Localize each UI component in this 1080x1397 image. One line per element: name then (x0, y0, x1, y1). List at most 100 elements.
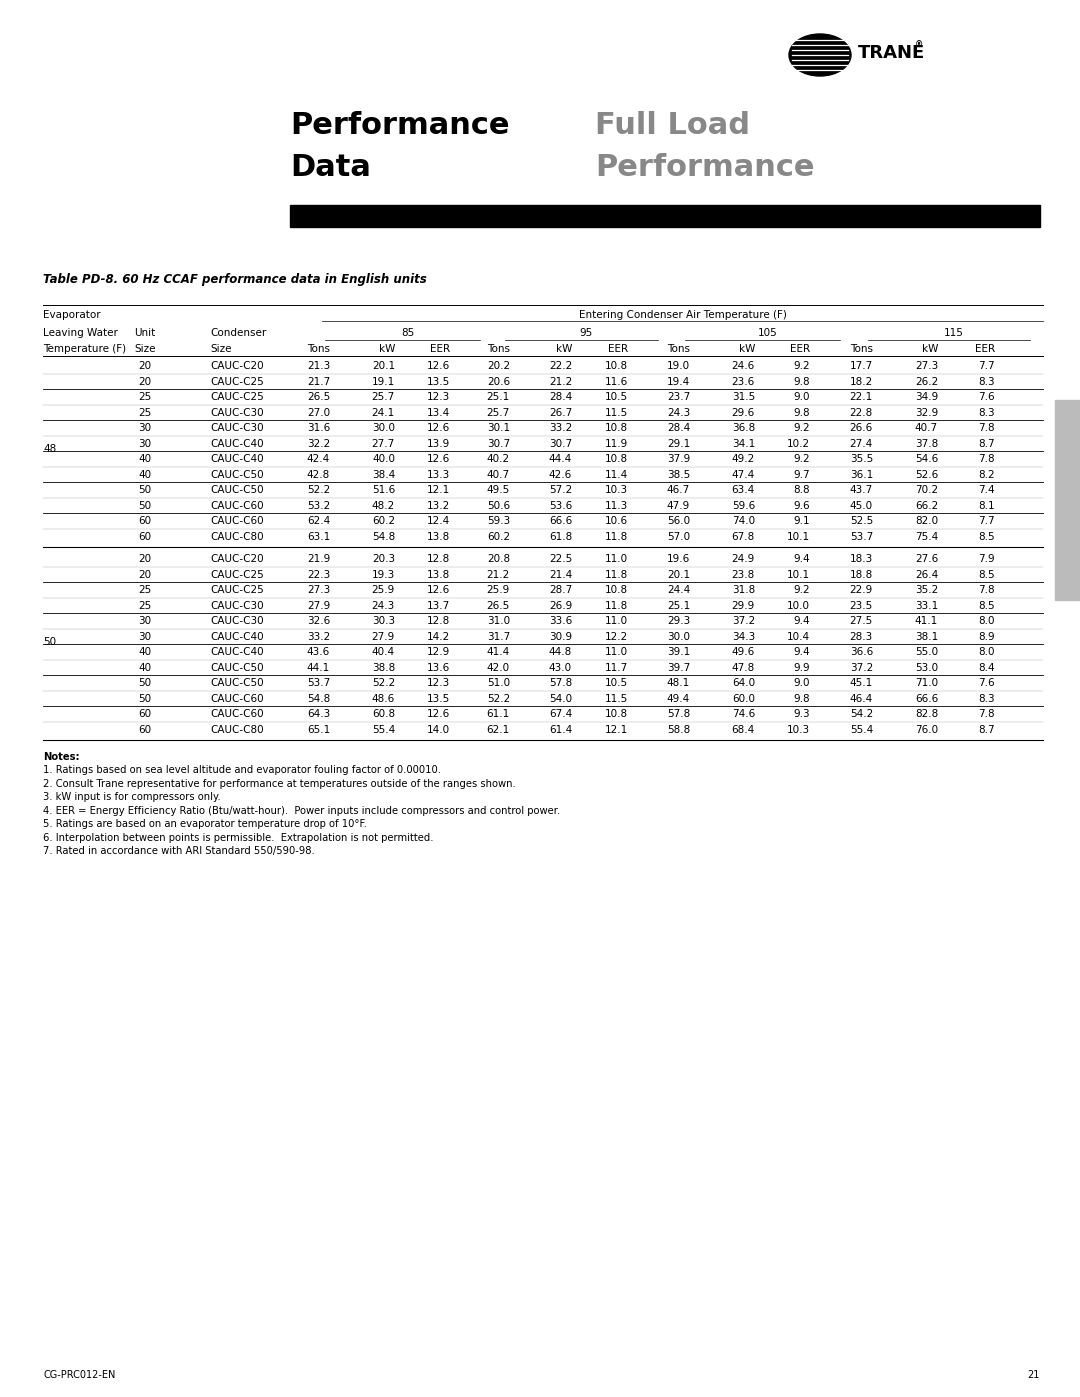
Text: 27.9: 27.9 (307, 601, 330, 610)
Text: CAUC-C40: CAUC-C40 (210, 631, 264, 641)
Text: 61.4: 61.4 (549, 725, 572, 735)
Text: 9.2: 9.2 (794, 454, 810, 464)
Text: 26.6: 26.6 (850, 423, 873, 433)
Text: 67.8: 67.8 (732, 532, 755, 542)
Text: 31.7: 31.7 (487, 631, 510, 641)
Text: 8.1: 8.1 (978, 500, 995, 510)
Text: 39.7: 39.7 (666, 662, 690, 672)
Text: CAUC-C50: CAUC-C50 (210, 469, 264, 479)
Text: 53.7: 53.7 (307, 678, 330, 689)
Text: 40.7: 40.7 (487, 469, 510, 479)
Text: 49.2: 49.2 (732, 454, 755, 464)
Text: 53.6: 53.6 (549, 500, 572, 510)
Ellipse shape (789, 34, 851, 75)
Text: 31.6: 31.6 (307, 423, 330, 433)
Text: 41.4: 41.4 (487, 647, 510, 657)
Text: 43.7: 43.7 (850, 485, 873, 495)
Text: Tons: Tons (487, 344, 510, 353)
Text: 21.9: 21.9 (307, 555, 330, 564)
Text: 13.9: 13.9 (427, 439, 450, 448)
Text: 46.4: 46.4 (850, 693, 873, 704)
Text: 11.8: 11.8 (605, 532, 627, 542)
Text: 54.8: 54.8 (372, 532, 395, 542)
Text: 60: 60 (138, 515, 151, 527)
Text: 13.7: 13.7 (427, 601, 450, 610)
Text: 20: 20 (138, 555, 151, 564)
Text: 11.5: 11.5 (605, 693, 627, 704)
Text: 10.8: 10.8 (605, 710, 627, 719)
Text: 10.4: 10.4 (787, 631, 810, 641)
Text: CAUC-C25: CAUC-C25 (210, 585, 264, 595)
Text: 9.2: 9.2 (794, 423, 810, 433)
Text: 12.1: 12.1 (605, 725, 627, 735)
Text: 20.3: 20.3 (372, 555, 395, 564)
Text: 45.0: 45.0 (850, 500, 873, 510)
Text: kW: kW (379, 344, 395, 353)
Text: 54.6: 54.6 (915, 454, 939, 464)
Text: Tons: Tons (307, 344, 330, 353)
Text: 42.4: 42.4 (307, 454, 330, 464)
Text: 27.0: 27.0 (307, 408, 330, 418)
Text: Full Load: Full Load (595, 110, 750, 140)
Text: 60.8: 60.8 (372, 710, 395, 719)
Text: 74.6: 74.6 (732, 710, 755, 719)
Text: 8.0: 8.0 (978, 647, 995, 657)
Text: 11.4: 11.4 (605, 469, 627, 479)
Text: 44.1: 44.1 (307, 662, 330, 672)
Text: 70.2: 70.2 (915, 485, 939, 495)
Text: 11.7: 11.7 (605, 662, 627, 672)
Text: 11.8: 11.8 (605, 601, 627, 610)
Text: 9.9: 9.9 (794, 662, 810, 672)
Text: 7.8: 7.8 (978, 423, 995, 433)
Text: 9.0: 9.0 (794, 678, 810, 689)
Text: CAUC-C40: CAUC-C40 (210, 439, 264, 448)
Text: 9.4: 9.4 (794, 555, 810, 564)
Text: 44.8: 44.8 (549, 647, 572, 657)
Text: 115: 115 (944, 328, 964, 338)
Text: 18.3: 18.3 (850, 555, 873, 564)
Text: ®: ® (915, 41, 923, 49)
Text: 52.5: 52.5 (850, 515, 873, 527)
Text: 10.8: 10.8 (605, 454, 627, 464)
Text: 68.4: 68.4 (732, 725, 755, 735)
Text: 95: 95 (580, 328, 593, 338)
Text: 54.8: 54.8 (307, 693, 330, 704)
Text: 11.5: 11.5 (605, 408, 627, 418)
Text: 75.4: 75.4 (915, 532, 939, 542)
Text: 30.7: 30.7 (549, 439, 572, 448)
Text: 26.2: 26.2 (915, 377, 939, 387)
Text: 25.1: 25.1 (487, 393, 510, 402)
Text: 48.2: 48.2 (372, 500, 395, 510)
Text: 27.9: 27.9 (372, 631, 395, 641)
Text: EER: EER (608, 344, 627, 353)
Text: 13.8: 13.8 (427, 570, 450, 580)
Text: 62.4: 62.4 (307, 515, 330, 527)
Text: 7.7: 7.7 (978, 515, 995, 527)
Text: 60.0: 60.0 (732, 693, 755, 704)
Text: 8.7: 8.7 (978, 439, 995, 448)
Text: CAUC-C50: CAUC-C50 (210, 662, 264, 672)
Text: 13.4: 13.4 (427, 408, 450, 418)
Text: 13.2: 13.2 (427, 500, 450, 510)
Text: 7.8: 7.8 (978, 585, 995, 595)
Text: 34.1: 34.1 (732, 439, 755, 448)
Text: 11.9: 11.9 (605, 439, 627, 448)
Text: 32.9: 32.9 (915, 408, 939, 418)
Text: 31.0: 31.0 (487, 616, 510, 626)
Text: 27.5: 27.5 (850, 616, 873, 626)
Text: Data: Data (291, 154, 370, 183)
Text: 30.1: 30.1 (487, 423, 510, 433)
Text: 11.0: 11.0 (605, 555, 627, 564)
Text: 64.3: 64.3 (307, 710, 330, 719)
Text: 23.7: 23.7 (666, 393, 690, 402)
Text: 37.2: 37.2 (732, 616, 755, 626)
Text: CAUC-C50: CAUC-C50 (210, 485, 264, 495)
Text: 52.2: 52.2 (487, 693, 510, 704)
Bar (1055, 400, 1080, 599)
Text: 33.2: 33.2 (549, 423, 572, 433)
Text: 22.8: 22.8 (850, 408, 873, 418)
Text: 9.1: 9.1 (794, 515, 810, 527)
Text: 25: 25 (138, 408, 151, 418)
Text: 50: 50 (43, 637, 56, 647)
Text: 7.6: 7.6 (978, 393, 995, 402)
